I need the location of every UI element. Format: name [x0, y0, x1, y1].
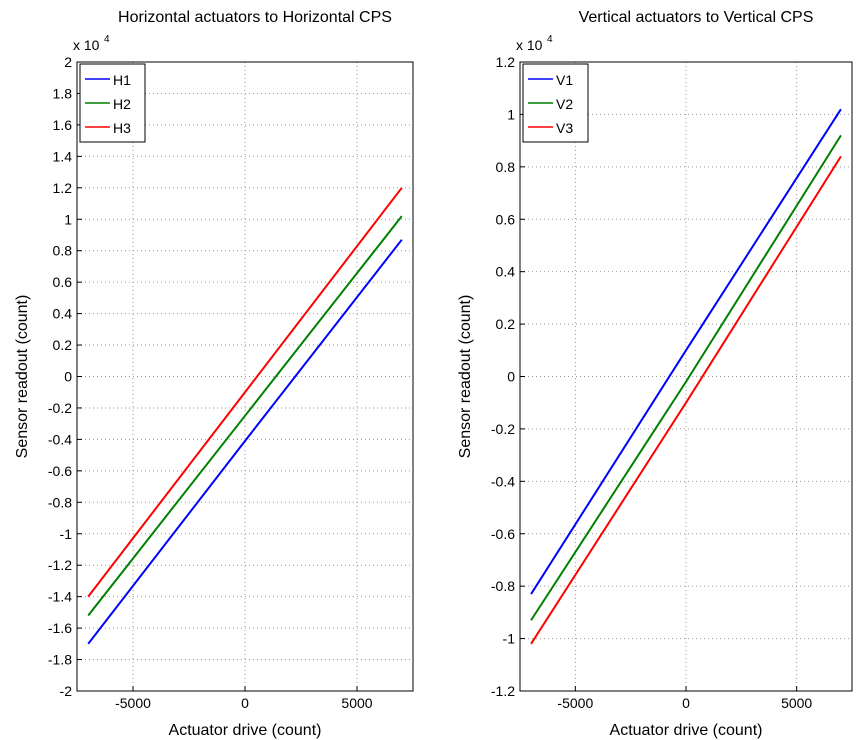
- x-tick-label: -5000: [115, 695, 151, 711]
- series-line: [87, 187, 403, 598]
- y-tick-label: -1: [503, 631, 516, 647]
- axes-box: [519, 61, 853, 692]
- y-multiplier: x 10: [73, 37, 100, 53]
- y-tick-label: -1.4: [48, 589, 72, 605]
- y-tick-label: -1.8: [48, 652, 72, 668]
- series-line: [87, 215, 403, 617]
- series-line: [530, 134, 842, 621]
- y-tick-label: 0.2: [53, 337, 73, 353]
- y-tick-label: -0.8: [491, 578, 515, 594]
- y-tick-label: 1: [507, 106, 515, 122]
- series-line: [530, 108, 842, 595]
- legend-label: H2: [113, 96, 131, 112]
- y-axis-label: Sensor readout (count): [14, 295, 31, 459]
- chart: -2 -1.8 -1.6 -1.4 -1.2 -1 -0.8 -0.6 -0.4 -0.2 0 0.2…: [14, 9, 414, 739]
- x-axis-label: Actuator drive (count): [169, 722, 322, 739]
- y-tick-label: 0.4: [496, 264, 516, 280]
- y-tick-label: 0.2: [496, 316, 516, 332]
- x-tick-label: 0: [241, 695, 249, 711]
- y-tick-label: -0.8: [48, 494, 72, 510]
- y-tick-label: 0.4: [53, 306, 73, 322]
- legend-label: V3: [556, 120, 573, 136]
- chart-title: Horizontal actuators to Horizontal CPS: [118, 9, 392, 26]
- x-tick-label: 0: [682, 695, 690, 711]
- legend-label: V2: [556, 96, 573, 112]
- x-tick-label: 5000: [781, 695, 812, 711]
- y-tick-label: 0.6: [53, 274, 73, 290]
- plot-area: [520, 62, 852, 691]
- y-tick-label: 1.8: [53, 85, 73, 101]
- legend-label: H3: [113, 120, 131, 136]
- y-tick-label: 2: [64, 54, 72, 70]
- y-tick-label: -1.2: [491, 683, 515, 699]
- series-line: [530, 155, 842, 645]
- y-multiplier-exponent: 4: [104, 34, 110, 45]
- y-axis-label: Sensor readout (count): [457, 295, 474, 459]
- y-tick-label: 0: [507, 369, 515, 385]
- y-tick-label: 1: [64, 211, 72, 227]
- y-tick-label: -0.6: [491, 526, 515, 542]
- x-tick-label: -5000: [557, 695, 593, 711]
- y-tick-label: 1.6: [53, 117, 73, 133]
- x-axis-label: Actuator drive (count): [610, 722, 763, 739]
- y-multiplier: x 10: [516, 37, 543, 53]
- chart: -1.2 -1 -0.8 -0.6 -0.4 -0.2 0 0.2 0.4 0.6 0.8 1 1.2 -…: [457, 9, 853, 739]
- y-tick-label: -1.2: [48, 557, 72, 573]
- y-tick-label: -0.4: [48, 431, 72, 447]
- y-tick-label: -0.2: [491, 421, 515, 437]
- y-tick-label: -1: [60, 526, 73, 542]
- y-tick-label: 0.8: [496, 159, 516, 175]
- y-tick-label: -0.6: [48, 463, 72, 479]
- axes-box: [76, 61, 414, 692]
- y-multiplier-exponent: 4: [547, 34, 553, 45]
- legend-label: V1: [556, 72, 573, 88]
- legend-label: H1: [113, 72, 131, 88]
- y-tick-label: -2: [60, 683, 73, 699]
- y-tick-label: -0.2: [48, 400, 72, 416]
- y-tick-label: 0.6: [496, 211, 516, 227]
- series-line: [87, 239, 403, 645]
- y-tick-label: -1.6: [48, 620, 72, 636]
- y-tick-label: 1.2: [496, 54, 516, 70]
- y-tick-label: 0.8: [53, 243, 73, 259]
- y-tick-label: 1.2: [53, 180, 73, 196]
- chart-title: Vertical actuators to Vertical CPS: [579, 9, 814, 26]
- y-tick-label: 0: [64, 369, 72, 385]
- y-tick-label: -0.4: [491, 473, 515, 489]
- y-tick-label: 1.4: [53, 148, 73, 164]
- x-tick-label: 5000: [341, 695, 372, 711]
